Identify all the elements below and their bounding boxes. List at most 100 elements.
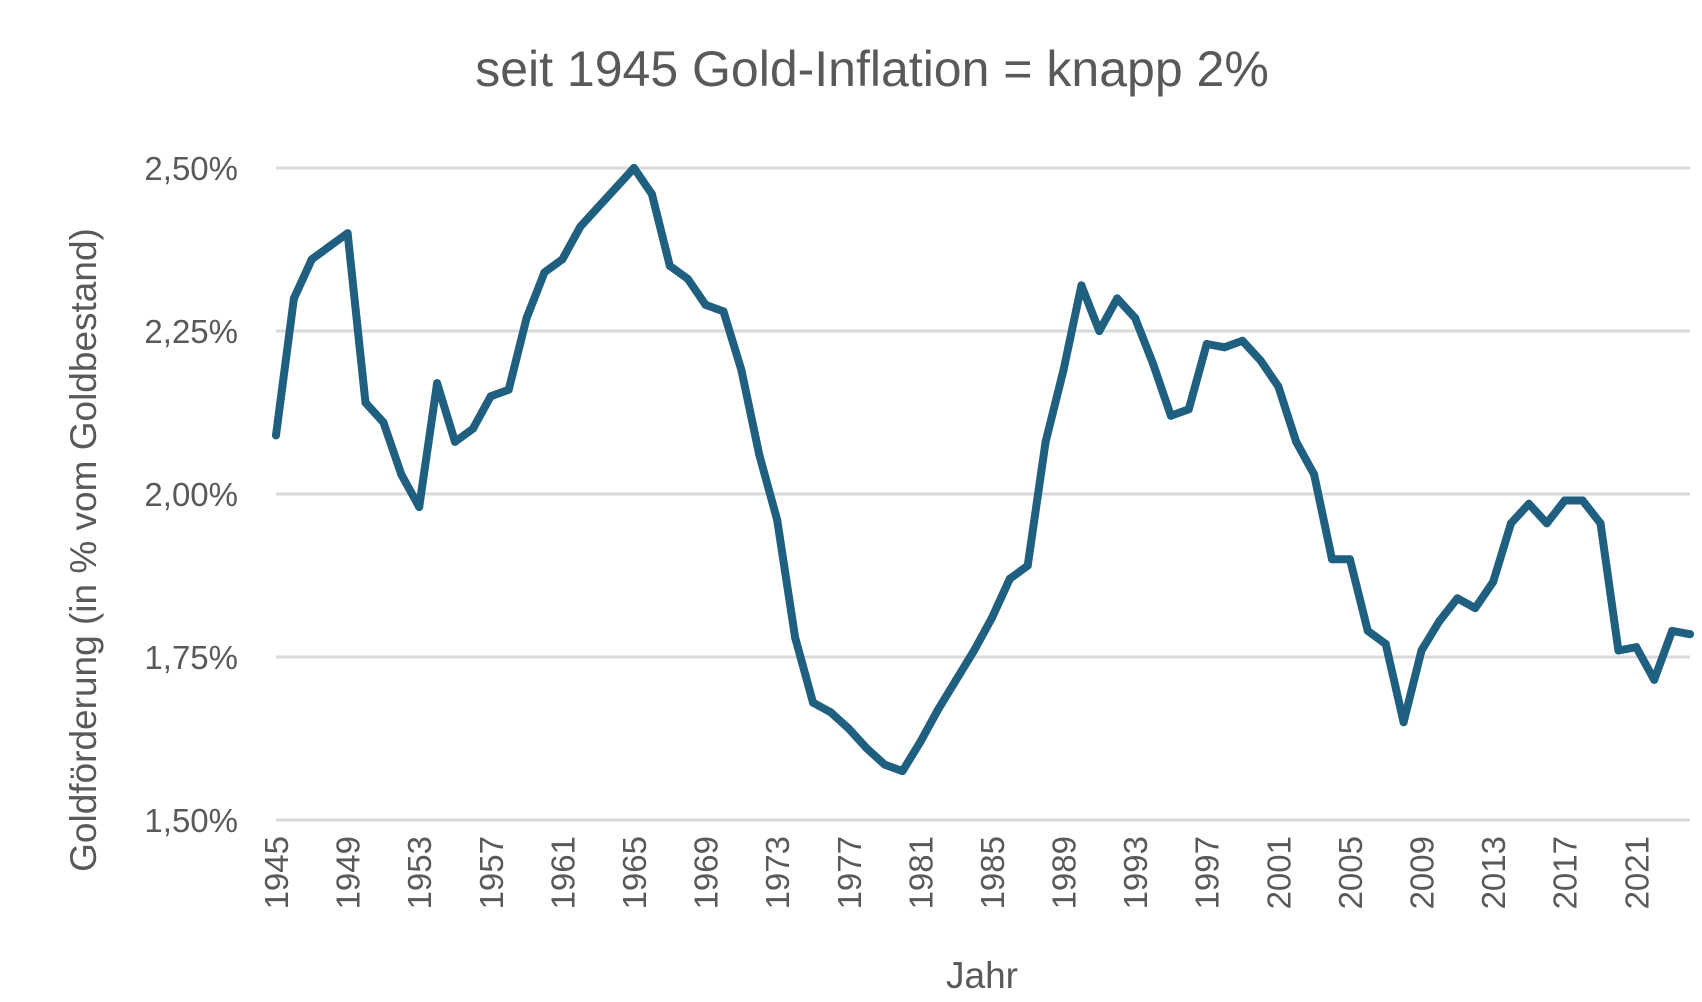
data-point	[862, 744, 871, 753]
data-point	[629, 164, 638, 172]
data-point	[1256, 356, 1265, 365]
data-point	[1345, 555, 1354, 564]
data-point	[1059, 366, 1068, 375]
x-axis-ticks: 1945 1949 1953 1957 1961 1965 1969 1973 1977 1981…	[258, 836, 1655, 909]
data-point	[1471, 604, 1480, 613]
data-point	[1113, 294, 1122, 303]
x-tick-label: 2013	[1475, 836, 1512, 909]
data-point	[1650, 675, 1659, 684]
data-point	[1220, 343, 1229, 352]
data-point	[808, 698, 817, 707]
data-point	[844, 724, 853, 733]
data-point	[522, 313, 531, 322]
data-point	[1381, 639, 1390, 648]
data-point	[450, 437, 459, 446]
data-point	[1077, 281, 1086, 290]
data-point	[970, 646, 979, 655]
data-point	[1184, 405, 1193, 414]
data-point	[1489, 578, 1498, 587]
x-tick-label: 1953	[401, 836, 438, 909]
data-point	[540, 268, 549, 277]
data-points	[272, 164, 1694, 776]
x-tick-label: 1961	[544, 836, 581, 909]
data-point	[1310, 470, 1319, 479]
data-point	[880, 760, 889, 769]
data-point	[558, 255, 567, 264]
data-point	[1095, 327, 1104, 335]
x-tick-label: 1993	[1117, 836, 1154, 909]
data-point	[898, 767, 907, 776]
data-point	[826, 708, 835, 717]
x-tick-label: 1985	[974, 836, 1011, 909]
y-tick-label: 1,50%	[144, 802, 238, 839]
x-tick-label: 2021	[1618, 836, 1655, 909]
data-point	[791, 633, 800, 642]
data-point	[1149, 359, 1158, 368]
data-point	[361, 398, 370, 407]
data-point	[665, 261, 674, 270]
x-tick-label: 1973	[759, 836, 796, 909]
data-point	[1005, 574, 1014, 583]
x-tick-label: 1949	[330, 836, 367, 909]
data-point	[1507, 519, 1516, 528]
data-point	[1686, 630, 1694, 639]
x-tick-label: 1957	[473, 836, 510, 909]
data-point	[343, 229, 352, 238]
y-tick-label: 2,00%	[144, 476, 238, 513]
data-point	[433, 379, 442, 388]
x-tick-label: 2005	[1332, 836, 1369, 909]
data-point	[504, 385, 513, 394]
data-point	[1596, 519, 1605, 528]
x-tick-label: 1945	[258, 836, 295, 909]
data-point	[325, 242, 334, 251]
data-point	[1131, 313, 1140, 322]
data-point	[1238, 336, 1247, 345]
data-point	[755, 450, 764, 459]
data-point	[773, 516, 782, 525]
chart-title: seit 1945 Gold-Inflation = knapp 2%	[475, 41, 1269, 97]
x-tick-label: 2017	[1547, 836, 1584, 909]
data-point	[1578, 496, 1587, 505]
data-point	[1202, 340, 1211, 349]
data-point	[1399, 718, 1408, 727]
x-tick-label: 1989	[1046, 836, 1083, 909]
data-point	[397, 470, 406, 479]
x-tick-label: 1977	[831, 836, 868, 909]
data-point	[468, 424, 477, 433]
x-tick-label: 1997	[1189, 836, 1226, 909]
y-axis-ticks: 1,50% 1,75% 2,00% 2,25% 2,50%	[144, 150, 238, 839]
x-tick-label: 2009	[1404, 836, 1441, 909]
x-tick-label: 2001	[1260, 836, 1297, 909]
data-point	[1632, 643, 1641, 652]
data-point	[1166, 411, 1175, 420]
data-point	[1292, 437, 1301, 446]
data-point	[307, 255, 316, 264]
data-point	[934, 705, 943, 714]
data-point	[576, 222, 585, 231]
data-point	[289, 294, 298, 303]
data-point	[1363, 626, 1372, 635]
y-axis-label: Goldförderung (in % vom Goldbestand)	[63, 228, 104, 872]
data-point	[1328, 555, 1337, 564]
data-point	[415, 503, 424, 512]
x-tick-label: 1969	[688, 836, 725, 909]
data-point	[1417, 646, 1426, 655]
y-tick-label: 2,50%	[144, 150, 238, 187]
data-point	[379, 418, 388, 427]
x-tick-label: 1965	[616, 836, 653, 909]
data-point	[701, 300, 710, 309]
data-point	[1668, 626, 1677, 635]
data-point	[1023, 561, 1032, 570]
data-point	[1542, 519, 1551, 528]
x-axis-label: Jahr	[946, 955, 1018, 996]
series-line	[272, 164, 1694, 776]
data-point	[987, 613, 996, 622]
data-point	[1274, 382, 1283, 391]
data-point	[719, 307, 728, 316]
data-point	[272, 431, 280, 440]
data-point	[952, 675, 961, 684]
x-tick-label: 1981	[902, 836, 939, 909]
data-point	[647, 190, 656, 199]
data-point	[916, 737, 925, 746]
